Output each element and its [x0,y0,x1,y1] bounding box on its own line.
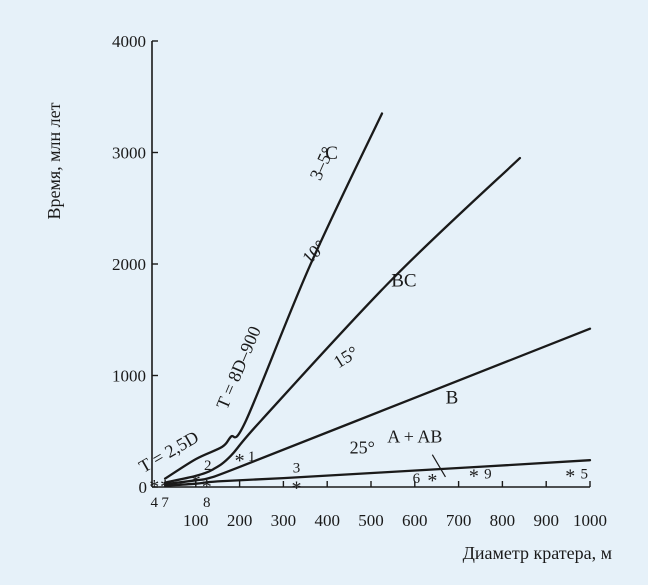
leader-lines [431,454,446,478]
crater-point-8-label: 8 [203,495,211,511]
crater-point-7-label: 7 [161,495,169,511]
crater-point-7-marker: * [160,476,170,498]
x-tick-label-200: 200 [227,511,253,530]
crater-point-3-marker: * [292,477,302,499]
crater-point-1-marker: * [235,450,245,472]
series-line-4 [163,459,592,487]
crater-point-6-marker: * [427,470,437,492]
crater-point-9-label: 9 [484,467,492,483]
crater-points: * 1*2*3*4* 5*6*7*8* 9 [149,449,588,511]
annotation-1: T = 2,5D [135,427,202,477]
x-axis-title: Диаметр кратера, м [463,543,612,563]
crater-point-4-marker: * [149,476,159,498]
crater-point-8-marker: * [202,476,212,498]
annotation-4: 10° [298,236,330,268]
x-tick-label-300: 300 [271,511,297,530]
series-line-2 [163,156,522,484]
crater-point-3-label: 3 [293,460,301,476]
x-tick-label-400: 400 [314,511,340,530]
crater-point-5-marker: * [565,466,575,488]
x-tick-label-100: 100 [183,511,209,530]
axes: 100 200 300 400 500 600 700 800 900 1000 0 1000 2000… [44,32,612,563]
crater-point-5-label: 5 [581,467,589,483]
crater-point-2-marker: * [191,471,201,493]
crater-point-9-marker: * [469,466,479,488]
x-tick-label-800: 800 [490,511,516,530]
annotation-10: A + AB [387,426,442,446]
series-line-1 [163,112,384,480]
curves [163,112,592,487]
crater-point-4-label: 4 [150,495,158,511]
x-tick-label-700: 700 [446,511,472,530]
annotation-7: C [325,143,338,164]
y-tick-label-2000: 2000 [112,255,146,274]
x-tick-label-1000: 1000 [573,511,607,530]
y-tick-label-3000: 3000 [112,144,146,163]
annotation-8: BC [391,270,416,291]
x-origin-label: 0 [139,478,148,497]
annotation-5: 15° [330,342,362,372]
annotation-6: 25° [350,438,375,458]
series-line-3 [163,327,592,486]
crater-point-6-label: 6 [413,471,421,487]
x-tick-label-500: 500 [358,511,384,530]
y-tick-label-1000: 1000 [112,367,146,386]
annotation-2: T = 8D–900 [212,323,265,412]
crater-point-1-label: 1 [248,449,256,465]
annotation-9: B [446,387,459,408]
x-tick-label-600: 600 [402,511,428,530]
ab-leader-line [431,454,446,478]
x-tick-label-900: 900 [533,511,559,530]
y-axis-title: Время, млн лет [44,102,64,219]
y-tick-label-4000: 4000 [112,32,146,51]
crater-point-2-label: 2 [204,458,212,474]
